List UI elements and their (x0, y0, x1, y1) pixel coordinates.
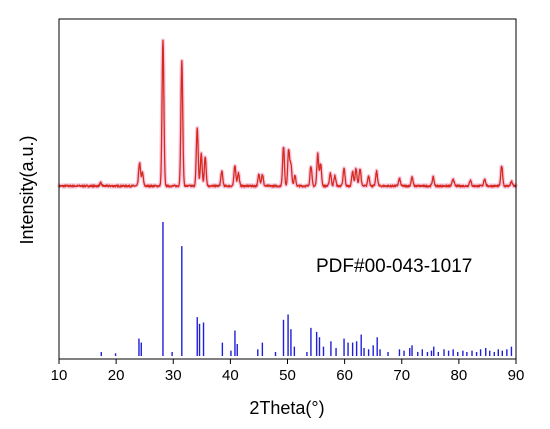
x-tick-label: 40 (222, 367, 239, 384)
x-tick-label: 90 (508, 367, 525, 384)
x-axis-title: 2Theta(°) (249, 398, 324, 418)
pattern-line (58, 39, 517, 188)
y-axis-title: Intensity(a.u.) (17, 135, 37, 244)
x-tick-label: 30 (165, 367, 182, 384)
x-tick-label: 10 (51, 367, 68, 384)
plot-frame (58, 18, 517, 360)
reference-sticks (100, 222, 513, 356)
x-tick-label: 50 (279, 367, 296, 384)
x-tick-label: 80 (451, 367, 468, 384)
measured-pattern (57, 38, 518, 190)
x-tick-label: 60 (336, 367, 353, 384)
reference-card-label: PDF#00-043-1017 (316, 256, 472, 277)
x-axis-ticks: 10 20 30 40 50 60 70 80 90 (51, 359, 525, 384)
x-tick-label: 20 (108, 367, 125, 384)
x-tick-label: 70 (393, 367, 410, 384)
